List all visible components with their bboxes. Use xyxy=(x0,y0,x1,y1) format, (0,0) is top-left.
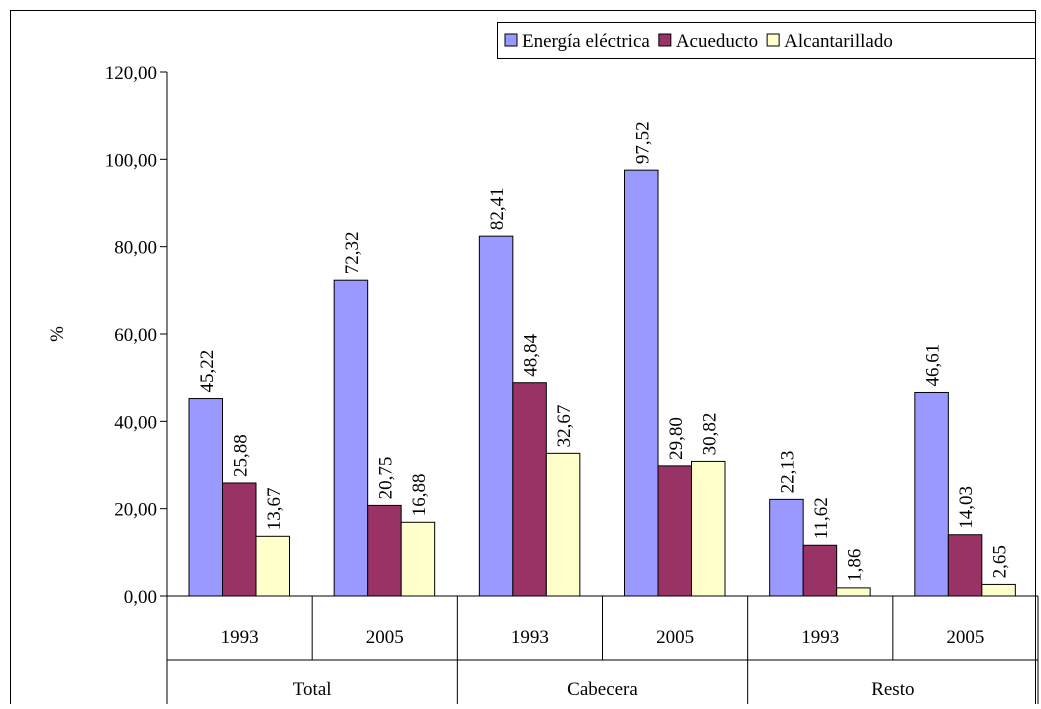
bar xyxy=(400,521,436,597)
y-tick-label: 60,00 xyxy=(114,325,157,346)
y-tick-label: 120,00 xyxy=(105,63,157,84)
bar xyxy=(947,534,983,597)
bar xyxy=(914,391,949,597)
data-label: 29,80 xyxy=(666,417,687,460)
x-tick-label: 1993 xyxy=(801,627,839,648)
data-label: 25,88 xyxy=(230,434,251,477)
data-label: 48,84 xyxy=(521,333,542,376)
data-label: 14,03 xyxy=(956,486,977,529)
x-group-label: Cabecera xyxy=(567,679,638,700)
data-label: 20,75 xyxy=(375,457,396,500)
y-tick-label: 80,00 xyxy=(114,238,157,259)
x-tick-label: 1993 xyxy=(221,627,259,648)
y-tick-label: 100,00 xyxy=(105,150,157,171)
x-tick-label: 2005 xyxy=(366,627,404,648)
x-group-label: Resto xyxy=(871,679,914,700)
x-tick-label: 2005 xyxy=(656,627,694,648)
legend-swatch xyxy=(766,33,780,47)
x-group-label: Total xyxy=(293,679,332,700)
data-label: 46,61 xyxy=(923,344,944,387)
legend-box xyxy=(497,22,1036,59)
bar xyxy=(478,235,514,597)
bar xyxy=(188,398,223,597)
bar xyxy=(691,460,726,597)
bar xyxy=(769,498,804,597)
bar xyxy=(333,279,369,597)
x-tick-label: 1993 xyxy=(511,627,549,648)
bar xyxy=(624,169,659,597)
y-axis-label: % xyxy=(47,326,68,342)
bar xyxy=(545,452,581,597)
bar xyxy=(802,544,838,597)
legend-swatch xyxy=(658,33,672,47)
y-tick-label: 20,00 xyxy=(114,500,157,521)
legend-label: Energía eléctrica xyxy=(522,31,650,52)
bar xyxy=(222,482,257,597)
bar xyxy=(367,504,402,597)
data-label: 13,67 xyxy=(264,488,285,531)
bar xyxy=(255,535,290,597)
bar xyxy=(657,465,692,597)
data-label: 1,86 xyxy=(844,549,865,582)
legend-swatch xyxy=(504,33,518,47)
data-label: 22,13 xyxy=(777,451,798,494)
legend-label: Acueducto xyxy=(676,31,758,52)
data-label: 30,82 xyxy=(699,413,720,456)
y-tick-label: 40,00 xyxy=(114,412,157,433)
y-tick-label: 0,00 xyxy=(124,587,157,608)
legend-label: Alcantarillado xyxy=(784,31,893,52)
data-label: 32,67 xyxy=(554,405,575,448)
bar xyxy=(512,382,547,597)
data-label: 16,88 xyxy=(409,474,430,517)
data-label: 72,32 xyxy=(342,231,363,274)
chart-border xyxy=(10,10,1036,709)
bar xyxy=(836,587,871,597)
data-label: 11,62 xyxy=(811,497,832,539)
data-label: 82,41 xyxy=(487,187,508,230)
x-tick-label: 2005 xyxy=(946,627,984,648)
bar xyxy=(981,583,1016,597)
data-label: 45,22 xyxy=(197,350,218,393)
data-label: 97,52 xyxy=(632,121,653,164)
data-label: 2,65 xyxy=(990,545,1011,578)
